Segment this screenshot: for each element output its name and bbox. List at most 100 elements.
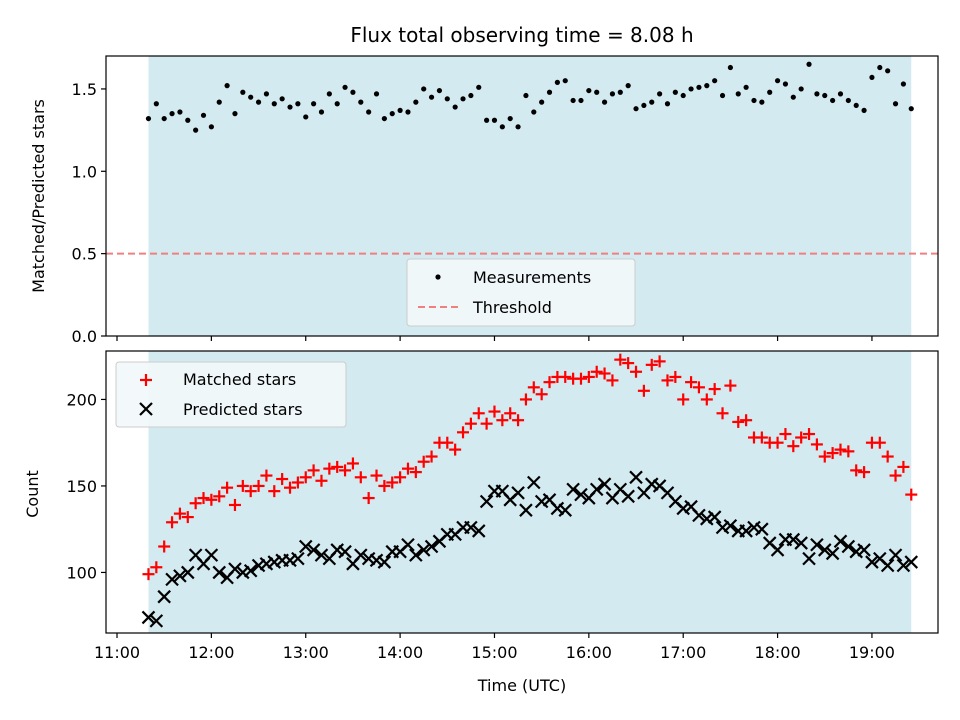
predicted-point: [715, 520, 730, 535]
matched-point: [708, 383, 721, 396]
matched-point: [527, 381, 540, 394]
predicted-point: [896, 558, 911, 573]
measurement-point: [468, 92, 474, 99]
predicted-point: [259, 557, 274, 571]
matched-point: [897, 460, 910, 473]
matched-point: [480, 417, 493, 430]
measurement-point: [790, 94, 796, 100]
top-y-tick-label: 0.5: [72, 245, 97, 264]
bottom-y-tick-label: 150: [66, 477, 97, 496]
top-legend-marker-measurements: [435, 274, 441, 280]
matched-point: [850, 464, 863, 477]
bottom-legend-box: [115, 361, 347, 428]
measurement-point: [311, 101, 317, 107]
predicted-point: [865, 555, 879, 569]
matched-point: [590, 365, 603, 378]
matched-point: [637, 384, 650, 397]
measurement-point: [688, 86, 694, 92]
matched-point: [331, 460, 344, 473]
matched-point: [543, 376, 556, 389]
predicted-point: [354, 548, 368, 562]
predicted-point: [519, 503, 533, 517]
measurement-point: [861, 107, 867, 113]
measurement-point: [649, 99, 655, 105]
top-axes-frame: [105, 55, 939, 337]
measurement-point: [680, 92, 686, 99]
measurement-point: [853, 102, 859, 109]
matched-point: [826, 447, 839, 460]
measurement-point: [594, 89, 600, 95]
matched-point: [409, 466, 422, 479]
matched-point: [724, 379, 737, 392]
matched-point: [346, 457, 359, 470]
measurement-point: [287, 104, 293, 110]
predicted-point: [692, 508, 706, 523]
measurement-point: [546, 89, 553, 95]
predicted-point: [644, 477, 659, 491]
x-tick-label: 14:00: [377, 643, 423, 662]
measurement-point: [334, 101, 340, 107]
matched-point: [685, 376, 698, 389]
matched-point: [716, 407, 729, 420]
matched-point: [307, 464, 320, 477]
matched-point: [842, 445, 855, 458]
matched-point: [252, 479, 265, 492]
matched-point: [464, 417, 477, 430]
matched-point: [378, 479, 391, 492]
predicted-point: [857, 543, 871, 557]
matched-point: [441, 436, 454, 449]
measurement-point: [216, 99, 222, 105]
matched-point: [519, 393, 532, 406]
measurement-point: [484, 117, 490, 123]
measurement-point: [570, 97, 576, 104]
measurement-point: [421, 86, 427, 92]
measurement-point: [798, 86, 804, 92]
measurement-point: [303, 114, 309, 120]
bottom-points-matched: [142, 353, 918, 581]
matched-point: [810, 438, 823, 451]
matched-point: [669, 370, 682, 383]
measurement-point: [609, 91, 616, 97]
measurement-point: [531, 109, 537, 115]
matched-point: [236, 479, 249, 492]
measurement-point: [342, 84, 348, 90]
x-tick-label: 19:00: [849, 643, 895, 662]
matched-point: [284, 481, 297, 494]
matched-point: [622, 357, 635, 370]
measurement-point: [601, 99, 608, 105]
measurement-point: [696, 84, 702, 90]
matched-point: [905, 488, 918, 501]
measurement-point: [476, 84, 482, 90]
predicted-point: [589, 482, 604, 497]
measurement-point: [704, 83, 710, 89]
matched-point: [771, 436, 784, 449]
predicted-point: [165, 572, 179, 587]
top-y-ticks: 0.0 0.5 1.0 1.5: [72, 80, 106, 346]
measurement-point: [892, 101, 899, 107]
predicted-point: [416, 543, 431, 557]
bottom-y-axis-label: Count: [23, 470, 42, 518]
measurement-point: [366, 109, 372, 115]
bottom-points-predicted: [141, 470, 919, 628]
predicted-point: [700, 512, 714, 526]
predicted-point: [511, 486, 525, 500]
matched-point: [755, 431, 768, 444]
predicted-point: [770, 543, 785, 557]
measurement-point: [444, 96, 450, 102]
matched-point: [228, 498, 241, 511]
measurement-point: [452, 104, 458, 110]
bottom-legend-label-matched: Matched stars: [183, 370, 296, 389]
x-tick-label: 13:00: [283, 643, 329, 662]
measurement-point: [822, 92, 828, 99]
predicted-point: [833, 534, 848, 549]
matched-point: [858, 466, 871, 479]
measurement-point: [358, 99, 364, 105]
measurement-point: [248, 94, 254, 100]
measurement-point: [177, 109, 183, 115]
predicted-point: [243, 563, 258, 578]
matched-point: [370, 469, 383, 482]
matched-point: [472, 407, 485, 420]
measurement-point: [727, 64, 733, 71]
matched-point: [692, 381, 705, 394]
predicted-point: [338, 544, 352, 559]
